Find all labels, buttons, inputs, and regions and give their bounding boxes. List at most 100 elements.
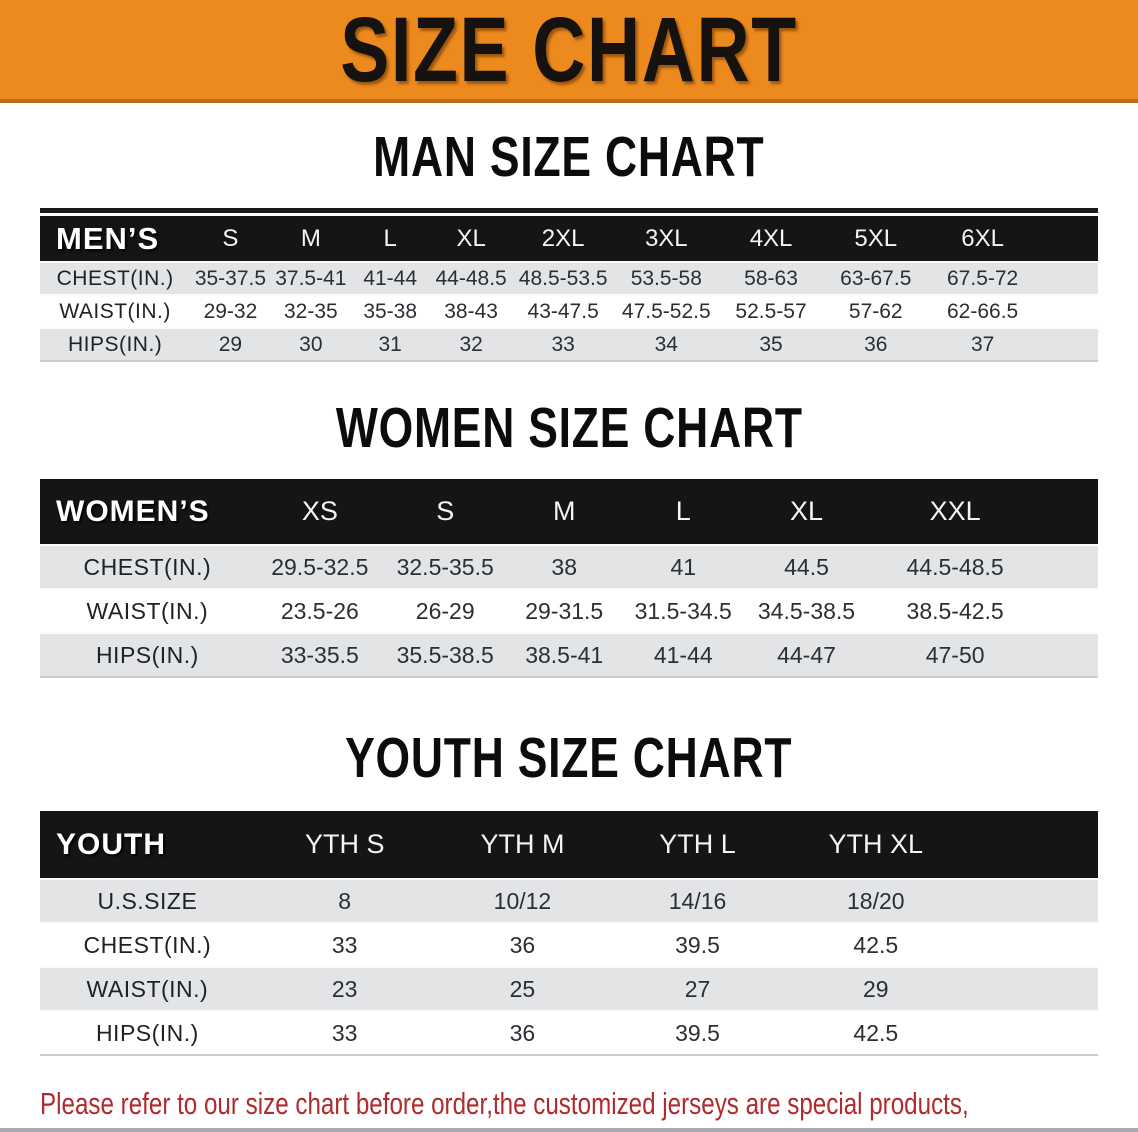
header-cell: XS (301, 496, 338, 526)
filler-cell (1040, 588, 1098, 633)
youth-size-table-container: YOUTH YTH S YTH M YTH L YTH XL U.S.SIZE … (40, 811, 1098, 1056)
size-cell: 52.5-57 (719, 294, 823, 328)
size-cell: 18/20 (784, 878, 967, 923)
size-cell: 39.5 (610, 1010, 785, 1055)
header-cell: 5XL (854, 224, 898, 252)
filler-cell (966, 922, 1098, 967)
size-cell: 34.5-38.5 (743, 588, 870, 633)
disclaimer-note: Please refer to our size chart before or… (40, 1082, 1138, 1132)
size-cell: 38 (505, 544, 623, 589)
womens-size-table: WOMEN’S XS S M L XL XXL CHEST(IN.) 29.5-… (40, 479, 1098, 678)
mens-size-table: MEN’S S M L XL 2XL 3XL 4XL 5XL 6XL CHEST… (40, 216, 1098, 362)
size-cell: 32-35 (270, 294, 352, 328)
size-cell: 35 (719, 327, 823, 361)
size-cell: 36 (434, 922, 611, 967)
youth-header-row: YOUTH YTH S YTH M YTH L YTH XL (40, 811, 1098, 879)
size-cell: 26-29 (384, 588, 506, 633)
man-size-chart-heading-text: MAN SIZE CHART (373, 125, 765, 189)
youth-size-table: YOUTH YTH S YTH M YTH L YTH XL U.S.SIZE … (40, 811, 1098, 1056)
size-cell: 44.5 (743, 544, 870, 589)
table-row: WAIST(IN.) 23.5-26 26-29 29-31.5 31.5-34… (40, 588, 1098, 633)
disclaimer-line-1: Please refer to our size chart before or… (40, 1086, 969, 1121)
size-cell: 48.5-53.5 (512, 261, 614, 295)
size-cell: 29.5-32.5 (254, 544, 385, 589)
man-size-chart-heading: MAN SIZE CHART (0, 103, 1138, 208)
mens-header-row: MEN’S S M L XL 2XL 3XL 4XL 5XL 6XL (40, 216, 1098, 262)
size-cell: 32 (429, 327, 513, 361)
size-cell: 8 (254, 878, 435, 923)
size-cell: 29 (190, 327, 271, 361)
header-cell: 3XL (644, 224, 688, 252)
size-cell: 36 (434, 1010, 611, 1055)
size-cell: 29-31.5 (505, 588, 623, 633)
header-cell: YTH S (304, 829, 385, 859)
header-cell: YTH XL (828, 829, 924, 859)
row-label: HIPS(IN.) (40, 632, 255, 677)
filler-cell (1040, 632, 1098, 677)
size-cell: 33 (254, 922, 435, 967)
size-cell: 30 (270, 327, 352, 361)
row-label: U.S.SIZE (40, 878, 255, 923)
size-cell: 42.5 (784, 1010, 967, 1055)
size-cell: 14/16 (610, 878, 785, 923)
header-cell: 6XL (961, 224, 1004, 252)
size-cell: 33 (254, 1010, 435, 1055)
header-filler (1037, 216, 1098, 262)
size-cell: 57-62 (822, 294, 929, 328)
header-cell: 2XL (541, 224, 585, 252)
youth-size-chart-heading-text: YOUTH SIZE CHART (345, 726, 793, 790)
size-cell: 38.5-42.5 (869, 588, 1041, 633)
table-row: WAIST(IN.) 29-32 32-35 35-38 38-43 43-47… (40, 294, 1098, 328)
header-cell: 4XL (749, 224, 793, 252)
table-row: CHEST(IN.) 33 36 39.5 42.5 (40, 922, 1098, 967)
size-cell: 34 (613, 327, 720, 361)
filler-cell (1036, 327, 1098, 361)
row-label: HIPS(IN.) (40, 327, 191, 361)
filler-cell (1036, 261, 1098, 295)
filler-cell (966, 1010, 1098, 1055)
size-cell: 47.5-52.5 (613, 294, 720, 328)
size-cell: 39.5 (610, 922, 785, 967)
table-row: CHEST(IN.) 29.5-32.5 32.5-35.5 38 41 44.… (40, 544, 1098, 589)
image-bottom-edge (0, 1128, 1138, 1132)
size-cell: 31 (351, 327, 430, 361)
table-row: HIPS(IN.) 33 36 39.5 42.5 (40, 1010, 1098, 1055)
size-cell: 25 (434, 966, 611, 1011)
header-cell: S (436, 496, 455, 526)
size-cell: 27 (610, 966, 785, 1011)
size-cell: 29 (784, 966, 967, 1011)
header-cell: L (675, 496, 691, 526)
size-cell: 38.5-41 (505, 632, 623, 677)
filler-cell (1036, 294, 1098, 328)
womens-header-row: WOMEN’S XS S M L XL XXL (40, 479, 1098, 545)
header-cell: YTH L (659, 829, 736, 859)
size-cell: 23 (254, 966, 435, 1011)
size-cell: 31.5-34.5 (622, 588, 744, 633)
size-cell: 23.5-26 (254, 588, 385, 633)
table-row: WAIST(IN.) 23 25 27 29 (40, 966, 1098, 1011)
size-cell: 43-47.5 (512, 294, 614, 328)
header-cell: XXL (929, 496, 981, 526)
header-cell: YTH M (480, 829, 565, 859)
row-label: CHEST(IN.) (40, 544, 255, 589)
mens-header-label: MEN’S (56, 220, 160, 256)
size-cell: 63-67.5 (822, 261, 929, 295)
filler-cell (966, 966, 1098, 1011)
header-cell: S (222, 224, 239, 252)
size-cell: 37.5-41 (270, 261, 352, 295)
header-filler (1041, 479, 1098, 545)
row-label: HIPS(IN.) (40, 1010, 255, 1055)
womens-size-table-container: WOMEN’S XS S M L XL XXL CHEST(IN.) 29.5-… (40, 479, 1098, 678)
size-cell: 41-44 (622, 632, 744, 677)
table-row: CHEST(IN.) 35-37.5 37.5-41 41-44 44-48.5… (40, 261, 1098, 295)
filler-cell (966, 878, 1098, 923)
youth-header-label: YOUTH (56, 827, 166, 861)
table-row: U.S.SIZE 8 10/12 14/16 18/20 (40, 878, 1098, 923)
size-cell: 41 (622, 544, 744, 589)
size-cell: 44-47 (743, 632, 870, 677)
size-cell: 44-48.5 (429, 261, 513, 295)
size-cell: 53.5-58 (613, 261, 720, 295)
size-cell: 42.5 (784, 922, 967, 967)
size-cell: 38-43 (429, 294, 513, 328)
size-cell: 44.5-48.5 (869, 544, 1041, 589)
